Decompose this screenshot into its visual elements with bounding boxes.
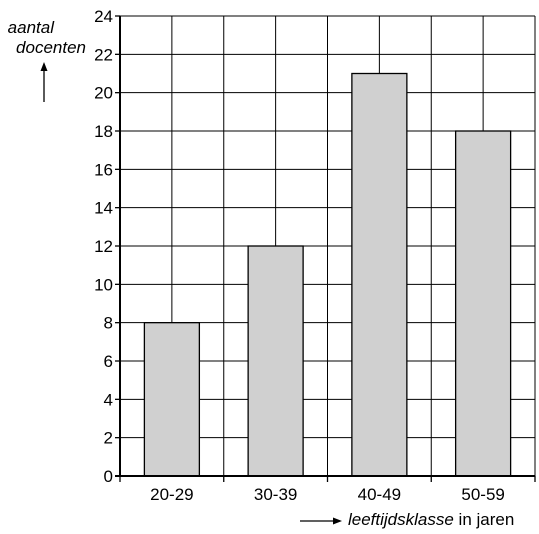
y-tick-label: 6	[104, 352, 113, 371]
y-tick-label: 24	[94, 7, 113, 26]
y-tick-label: 4	[104, 390, 113, 409]
x-tick-label: 50-59	[461, 485, 504, 504]
y-axis-label: aantal docenten	[0, 18, 86, 58]
bar	[143, 322, 201, 477]
bar	[247, 245, 304, 477]
y-tick-label: 14	[94, 199, 113, 218]
x-axis-label-rest: in jaren	[453, 510, 515, 529]
bar	[454, 130, 512, 477]
x-axis-arrow-icon	[300, 517, 342, 525]
y-tick-label: 12	[94, 237, 113, 256]
y-axis-label-line1: aantal	[7, 18, 54, 37]
x-axis-label-italic: leeftijdsklasse	[348, 510, 454, 529]
y-tick-label: 20	[94, 84, 113, 103]
y-tick-label: 10	[94, 275, 113, 294]
y-tick-label: 2	[104, 429, 113, 448]
bar	[351, 72, 408, 477]
y-axis-label-line2: docenten	[16, 38, 86, 57]
y-axis-arrow-icon	[40, 62, 48, 102]
x-axis-label: leeftijdsklasse in jaren	[300, 510, 514, 530]
x-tick-label: 40-49	[358, 485, 401, 504]
y-tick-label: 16	[94, 160, 113, 179]
y-tick-label: 0	[104, 467, 113, 486]
y-tick-label: 22	[94, 45, 113, 64]
y-tick-label: 18	[94, 122, 113, 141]
y-tick-label: 8	[104, 314, 113, 333]
x-tick-label: 30-39	[254, 485, 297, 504]
x-tick-label: 20-29	[150, 485, 193, 504]
